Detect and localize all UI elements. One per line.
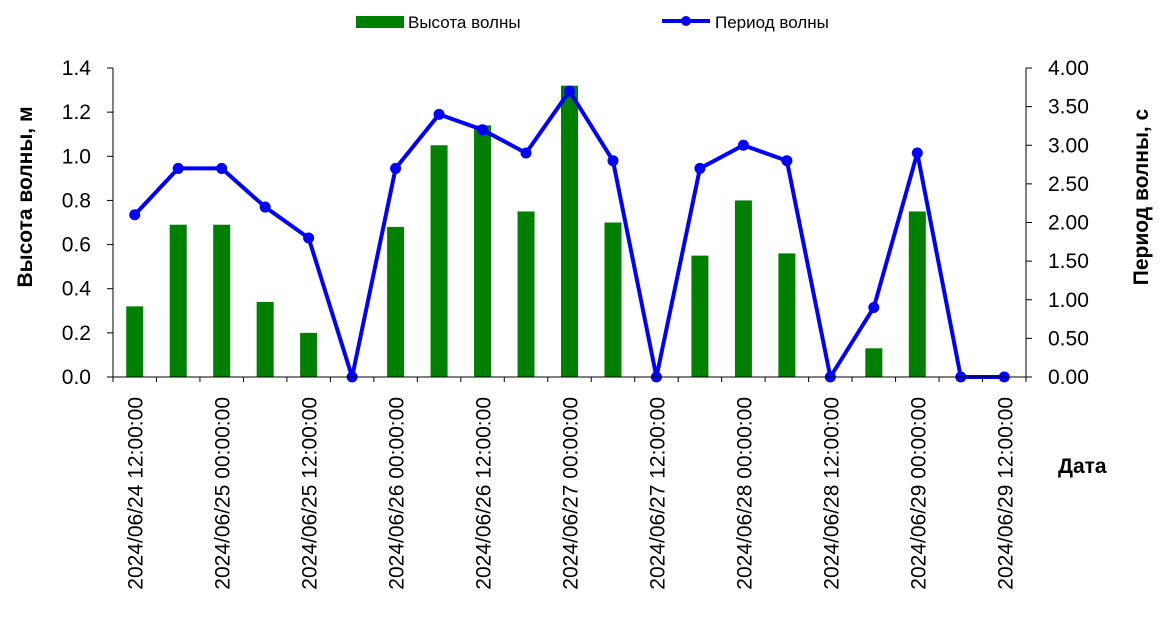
left-y-tick-label: 1.4 bbox=[62, 57, 92, 80]
wave-period-point bbox=[520, 147, 532, 159]
right-y-tick-label: 3.50 bbox=[1048, 96, 1089, 119]
left-y-tick-label: 1.0 bbox=[62, 145, 91, 168]
right-y-tick-label: 0.00 bbox=[1048, 366, 1089, 389]
right-y-tick-label: 1.50 bbox=[1048, 250, 1089, 273]
legend-label-wave-height: Высота волны bbox=[408, 13, 521, 32]
x-tick-label: 2024/06/24 12:00:00 bbox=[125, 397, 148, 590]
wave-period-point bbox=[303, 232, 315, 244]
x-tick-label: 2024/06/27 00:00:00 bbox=[560, 397, 583, 590]
wave-height-bar bbox=[908, 211, 926, 377]
left-y-tick-label: 0.8 bbox=[62, 189, 91, 212]
wave-period-point bbox=[390, 162, 402, 174]
right-y-tick-label: 3.00 bbox=[1048, 134, 1089, 157]
right-y-tick-label: 2.00 bbox=[1048, 212, 1089, 235]
wave-period-point bbox=[564, 85, 575, 97]
right-y-tick-label: 2.50 bbox=[1048, 173, 1089, 196]
wave-height-bar bbox=[517, 211, 535, 377]
left-y-tick-label: 0.2 bbox=[62, 322, 91, 345]
x-ticks: 2024/06/24 12:00:00 2024/06/25 00:00:00 20… bbox=[112, 377, 1027, 590]
x-tick-label: 2024/06/28 00:00:00 bbox=[733, 397, 756, 590]
x-tick-label: 2024/06/29 00:00:00 bbox=[907, 397, 930, 590]
right-y-tick-label: 0.50 bbox=[1048, 327, 1089, 350]
left-y-tick-label: 1.2 bbox=[62, 101, 91, 124]
axes: 0.0 0.2 0.4 0.6 0.8 1.0 1.2 1.4 0.00 0.50 1.00 1.5… bbox=[62, 57, 1089, 590]
right-y-tick-label: 4.00 bbox=[1048, 57, 1089, 80]
bar-series-wave-height bbox=[126, 85, 926, 378]
wave-height-bar bbox=[387, 226, 405, 377]
x-tick-label: 2024/06/25 00:00:00 bbox=[212, 397, 235, 590]
legend-swatch-wave-period-marker bbox=[681, 16, 691, 26]
wave-height-bar bbox=[604, 222, 622, 377]
x-axis-title: Дата bbox=[1058, 455, 1107, 478]
wave-height-bar bbox=[561, 85, 578, 378]
left-y-tick-label: 0.4 bbox=[62, 278, 92, 301]
wave-height-bar bbox=[734, 200, 752, 377]
x-tick-label: 2024/06/26 12:00:00 bbox=[473, 397, 496, 590]
right-y-ticks: 0.00 0.50 1.00 1.50 2.00 2.50 3.00 3.50 4.00 bbox=[1026, 57, 1089, 389]
wave-period-point bbox=[781, 155, 793, 167]
wave-height-bar bbox=[778, 253, 796, 377]
wave-height-bar bbox=[430, 145, 448, 377]
wave-height-bar bbox=[865, 348, 883, 377]
wave-height-bar bbox=[126, 306, 144, 377]
wave-period-point bbox=[259, 201, 271, 213]
x-tick-label: 2024/06/26 00:00:00 bbox=[386, 397, 409, 590]
wave-period-point bbox=[477, 124, 489, 136]
wave-period-point bbox=[607, 155, 619, 167]
wave-height-bar bbox=[474, 125, 492, 377]
wave-height-bar bbox=[300, 332, 318, 377]
left-y-ticks: 0.0 0.2 0.4 0.6 0.8 1.0 1.2 1.4 bbox=[62, 57, 113, 389]
wave-period-point bbox=[129, 209, 141, 221]
wave-period-point bbox=[172, 162, 184, 174]
wave-height-bar bbox=[256, 301, 274, 377]
wave-height-bar bbox=[213, 224, 231, 377]
wave-period-point bbox=[868, 301, 880, 313]
left-y-tick-label: 0.0 bbox=[62, 366, 91, 389]
wave-period-point bbox=[911, 147, 923, 159]
x-tick-label: 2024/06/25 12:00:00 bbox=[299, 397, 322, 590]
legend-swatch-wave-height bbox=[356, 16, 404, 28]
legend: Высота волны Период волны bbox=[356, 13, 829, 32]
wave-period-point bbox=[737, 139, 749, 151]
wave-period-point bbox=[433, 108, 445, 120]
wave-height-bar bbox=[169, 224, 187, 377]
right-y-tick-label: 1.00 bbox=[1048, 289, 1089, 312]
x-tick-label: 2024/06/28 12:00:00 bbox=[820, 397, 843, 590]
x-tick-label: 2024/06/27 12:00:00 bbox=[646, 397, 669, 590]
plot-area bbox=[126, 85, 1010, 383]
wave-period-point bbox=[694, 162, 706, 174]
right-y-axis-title: Период волны, с bbox=[1130, 108, 1153, 285]
x-tick-label: 2024/06/29 12:00:00 bbox=[994, 397, 1017, 590]
legend-label-wave-period: Период волны bbox=[715, 13, 829, 32]
wave-period-point bbox=[216, 162, 228, 174]
wave-height-bar bbox=[691, 255, 709, 377]
left-y-axis-title: Высота волны, м bbox=[14, 107, 37, 288]
left-y-tick-label: 0.6 bbox=[62, 234, 91, 257]
